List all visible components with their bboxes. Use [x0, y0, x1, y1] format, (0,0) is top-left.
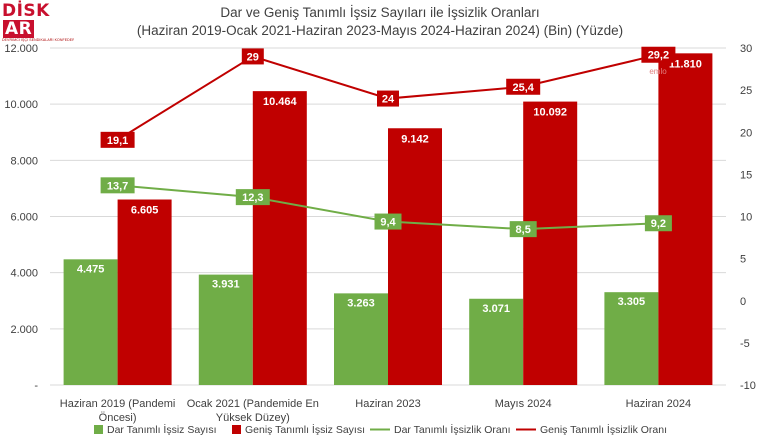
legend-item: Geniş Tanımlı İşsiz Sayısı [232, 423, 365, 436]
right-axis-tick-label: -10 [740, 380, 756, 392]
bars [63, 53, 713, 386]
x-axis-category-labels: Haziran 2019 (Pandemi Öncesi) Ocak 2021 (P… [60, 398, 691, 424]
logo-brand-suffix: AR [3, 19, 35, 39]
bar [469, 298, 524, 385]
left-axis-tick-label: 8.000 [10, 155, 38, 167]
left-axis-tick-label: 12.000 [4, 43, 38, 55]
line-point-marker [235, 189, 270, 206]
bar-value-label: 3.071 [482, 303, 510, 315]
left-axis-tick-label: 2.000 [10, 324, 38, 336]
right-axis-tick-label: 10 [740, 212, 752, 224]
watermark-text: emlo [649, 67, 667, 76]
legend-label: Geniş Tanımlı İşsiz Sayısı [245, 423, 365, 436]
logo-brand: DİSK [2, 1, 50, 21]
line-value-label: 12,3 [242, 192, 263, 204]
bar [523, 101, 578, 385]
right-axis-tick-labels: -10 -5 0 5 10 15 20 25 30 [740, 43, 756, 392]
disk-ar-logo: DİSKAR DEVRİMCİ İŞÇİ SENDİKALARI KONFEDE… [2, 1, 74, 42]
bar [604, 292, 659, 385]
x-axis-category-label-line: Ocak 2021 (Pandemide En [187, 398, 319, 410]
legend-swatch [232, 425, 241, 434]
x-axis-category-label-line: Mayıs 2024 [495, 398, 552, 410]
bar-value-label: 3.931 [212, 279, 240, 291]
x-axis-category-label-line: Öncesi) [99, 412, 137, 424]
bar-value-label: 10.092 [533, 107, 567, 119]
legend-item: Geniş Tanımlı İşsizlik Oranı [516, 423, 667, 436]
x-axis-category-label: Haziran 2023 [355, 398, 420, 410]
line-value-label: 19,1 [107, 135, 128, 147]
bar [388, 128, 442, 386]
bar [252, 91, 307, 386]
line-point-marker [241, 48, 264, 65]
legend-swatch [94, 425, 103, 434]
line-value-label: 9,4 [380, 217, 396, 229]
chart-title-line-2: (Haziran 2019-Ocak 2021-Haziran 2023-May… [136, 23, 624, 38]
bar [117, 199, 172, 385]
bar-value-label: 3.263 [347, 297, 375, 309]
right-axis-tick-label: 0 [740, 296, 746, 308]
chart-title: Dar ve Geniş Tanımlı İşsiz Sayıları ile … [0, 4, 760, 40]
line-value-label: 9,2 [651, 218, 666, 230]
line-point-marker [100, 177, 135, 194]
legend-label: Dar Tanımlı İşsiz Sayısı [107, 423, 217, 436]
bar [334, 293, 388, 385]
line-point-marker [644, 215, 672, 232]
bar [198, 274, 253, 385]
x-axis-category-label-line: Haziran 2024 [626, 398, 691, 410]
line-point-marker [100, 131, 135, 148]
data-labels: 4.475 6.605 3.931 10.464 3.263 9.142 3.071 10.0… [77, 46, 702, 315]
bar-value-label: 3.305 [618, 296, 646, 308]
bar-value-label: 11.810 [669, 58, 702, 70]
x-axis-category-label-line: Yüksek Düzey) [216, 412, 290, 424]
left-axis-tick-label: 4.000 [10, 268, 38, 280]
legend-item: Dar Tanımlı İşsiz Sayısı [94, 423, 217, 436]
x-axis-category-label-line: Haziran 2019 (Pandemi [60, 398, 176, 410]
logo-tagline: DEVRİMCİ İŞÇİ SENDİKALARI KONFEDERASYONU [2, 38, 74, 42]
line-point-marker [377, 90, 399, 107]
x-axis-category-label: Haziran 2024 [626, 398, 691, 410]
line-point-marker [374, 213, 402, 230]
line-point-marker [509, 221, 537, 238]
x-axis-category-label: Ocak 2021 (Pandemide En Yüksek Düzey) [187, 398, 319, 424]
legend-item: Dar Tanımlı İşsizlik Oranı [370, 423, 511, 436]
line-value-label: 13,7 [107, 180, 128, 192]
line-point-marker [641, 46, 676, 63]
line-value-label: 29 [247, 51, 259, 63]
bar-value-label: 9.142 [401, 133, 429, 145]
bar [63, 259, 118, 385]
bar-value-label: 4.475 [77, 263, 105, 275]
left-axis-tick-label: 6.000 [10, 212, 38, 224]
right-axis-tick-label: 20 [740, 127, 752, 139]
line-value-label: 24 [382, 94, 395, 106]
left-axis-tick-label: 10.000 [4, 99, 38, 111]
right-axis-tick-label: 25 [740, 85, 752, 97]
line-value-label: 29,2 [648, 50, 669, 62]
right-axis-tick-label: 30 [740, 43, 752, 55]
line-value-label: 25,4 [512, 82, 534, 94]
chart-title-line-1: Dar ve Geniş Tanımlı İşsiz Sayıları ile … [220, 5, 540, 20]
right-axis-tick-label: 15 [740, 169, 752, 181]
right-axis-tick-label: -5 [740, 338, 750, 350]
legend: Dar Tanımlı İşsiz Sayısı Geniş Tanımlı İş… [94, 423, 667, 436]
bar-value-label: 10.464 [263, 96, 298, 108]
legend-label: Geniş Tanımlı İşsizlik Oranı [540, 423, 667, 436]
x-axis-category-label-line: Haziran 2023 [355, 398, 420, 410]
x-axis-category-label: Mayıs 2024 [495, 398, 552, 410]
x-axis-category-label: Haziran 2019 (Pandemi Öncesi) [60, 398, 176, 424]
left-axis-tick-labels: - 2.000 4.000 6.000 8.000 10.000 12.000 [4, 43, 38, 392]
line-point-marker [506, 78, 541, 95]
legend-label: Dar Tanımlı İşsizlik Oranı [394, 423, 511, 436]
line-value-label: 8,5 [516, 224, 531, 236]
bar-value-label: 6.605 [131, 205, 159, 217]
right-axis-tick-label: 5 [740, 254, 746, 266]
left-axis-tick-label: - [34, 380, 38, 392]
